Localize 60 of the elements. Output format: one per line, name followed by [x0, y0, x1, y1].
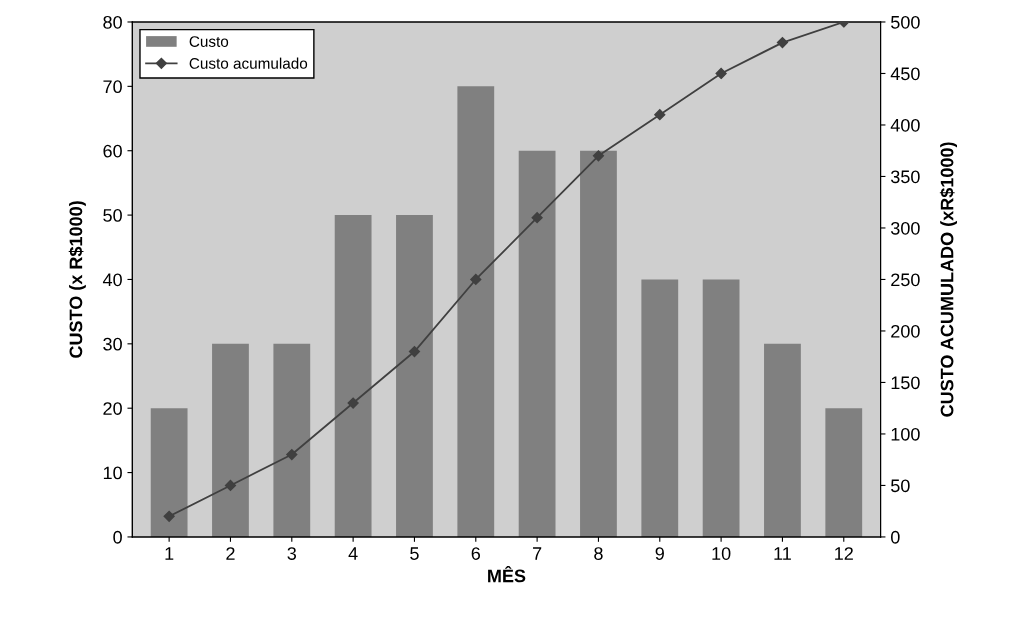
bar — [273, 343, 311, 537]
y2-tick-label: 200 — [891, 324, 920, 338]
y2-tick-label: 250 — [891, 273, 920, 287]
bar — [641, 279, 679, 537]
bar — [396, 215, 433, 537]
y2-tick-label: 50 — [891, 479, 910, 493]
x-tick-label: 10 — [712, 547, 731, 560]
point — [654, 109, 666, 121]
x-tick-label: 6 — [471, 547, 481, 560]
point — [715, 67, 727, 80]
y2-tick-label: 450 — [890, 67, 920, 81]
point — [224, 479, 237, 492]
bar — [764, 343, 801, 537]
x-tick-label: 4 — [348, 547, 358, 560]
bar — [457, 86, 495, 537]
x-tick-label: 7 — [533, 547, 542, 560]
y-tick-label: 70 — [103, 80, 122, 94]
point — [531, 212, 543, 224]
bar — [334, 215, 372, 537]
y-tick-label: 80 — [103, 15, 122, 29]
x-tick-label: 9 — [655, 547, 664, 560]
y2-tick-label: 300 — [890, 221, 920, 235]
y2-tick-label: 400 — [890, 118, 920, 132]
point — [408, 345, 421, 358]
y-axis-title: CUSTO (x R$1000) — [68, 201, 86, 358]
legend-label: Custo acumulado — [189, 57, 308, 69]
legend-label: Custo — [189, 36, 229, 47]
y-tick-label: 20 — [103, 402, 122, 415]
bar — [580, 150, 617, 537]
y-tick-label: 60 — [103, 144, 122, 158]
bar — [518, 150, 556, 537]
x-tick-label: 5 — [410, 547, 419, 560]
bar — [702, 279, 740, 537]
y-tick-label: 40 — [102, 273, 122, 287]
x-tick-label: 3 — [287, 547, 297, 560]
y-tick-label: 0 — [113, 530, 122, 544]
point — [776, 36, 789, 49]
y2-tick-label: 0 — [891, 530, 900, 544]
y-tick-label: 30 — [103, 337, 122, 351]
y2-tick-label: 350 — [890, 170, 920, 184]
x-tick-label: 8 — [594, 547, 603, 560]
y2-tick-label: 500 — [891, 15, 920, 29]
y-tick-label: 10 — [103, 466, 122, 480]
point — [592, 150, 605, 162]
point — [286, 448, 298, 461]
x-tick-label: 11 — [774, 547, 791, 560]
point — [163, 510, 175, 522]
x-tick-label: 1 — [165, 547, 174, 560]
x-tick-label: 2 — [226, 547, 235, 560]
bar — [825, 408, 863, 537]
bar — [150, 408, 188, 537]
point — [347, 397, 359, 409]
x-axis-title: MÊS — [488, 565, 526, 583]
y2-tick-label: 150 — [891, 376, 920, 390]
x-tick-label: 12 — [835, 547, 853, 560]
y2-axis-title: CUSTO ACUMULADO (xR$1000) — [939, 142, 958, 417]
y-tick-label: 50 — [103, 209, 122, 222]
bar — [212, 343, 249, 537]
point — [470, 273, 482, 286]
y2-tick-label: 100 — [891, 427, 920, 441]
